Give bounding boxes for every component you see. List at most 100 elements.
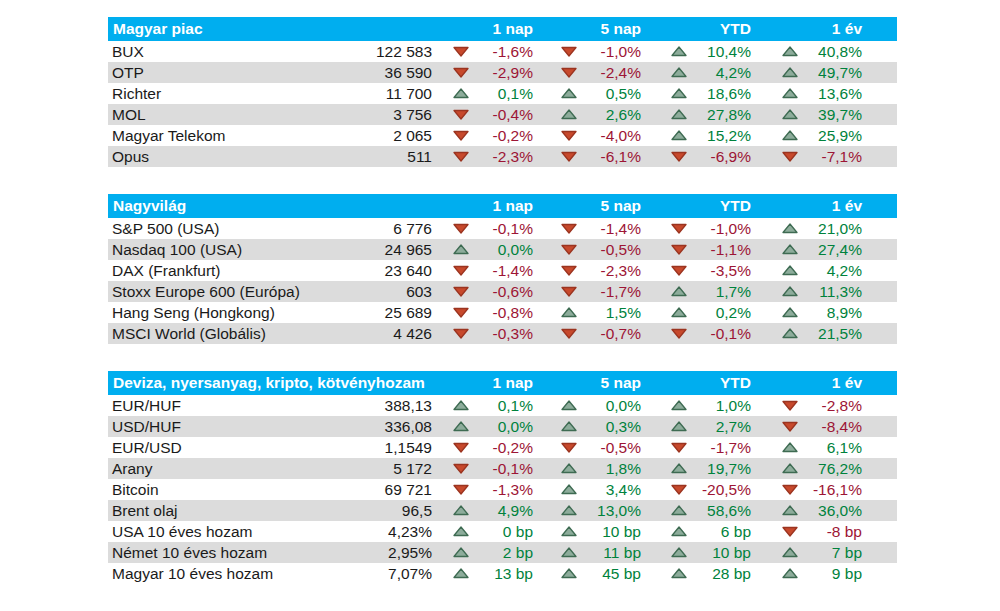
- change-value: 19,7%: [694, 460, 751, 478]
- table-row: Brent olaj96,54,9%13,0%58,6%36,0%: [108, 500, 897, 521]
- table-row: Opus511-2,3%-6,1%-6,9%-7,1%: [108, 146, 897, 167]
- table-row: Bitcoin69 721-1,3%3,4%-20,5%-16,1%: [108, 479, 897, 500]
- section-title: Nagyvilág: [108, 197, 432, 215]
- down-triangle-icon: [453, 67, 469, 78]
- change-value: 0,0%: [584, 397, 641, 415]
- up-triangle-icon: [782, 442, 798, 453]
- change-cell-3: 1,7%: [641, 283, 751, 301]
- change-cell-2: 0,0%: [533, 397, 641, 415]
- change-cell-2: -4,0%: [533, 127, 641, 145]
- change-cell-4: 4,2%: [751, 262, 862, 280]
- down-triangle-icon: [671, 151, 687, 162]
- table-row: MSCI World (Globális)4 426-0,3%-0,7%-0,1…: [108, 323, 897, 344]
- up-triangle-icon: [453, 505, 469, 516]
- change-value: 13,6%: [805, 85, 862, 103]
- change-value: -4,0%: [584, 127, 641, 145]
- instrument-value: 1,1549: [338, 439, 432, 457]
- change-cell-4: 39,7%: [751, 106, 862, 124]
- change-cell-3: 18,6%: [641, 85, 751, 103]
- table-row: S&P 500 (USA)6 776-0,1%-1,4%-1,0%21,0%: [108, 218, 897, 239]
- down-triangle-icon: [671, 484, 687, 495]
- change-cell-3: -20,5%: [641, 481, 751, 499]
- instrument-name: EUR/HUF: [108, 397, 338, 415]
- up-triangle-icon: [561, 421, 577, 432]
- change-cell-4: -8 bp: [751, 523, 862, 541]
- up-triangle-icon: [561, 484, 577, 495]
- instrument-name: MOL: [108, 106, 338, 124]
- up-triangle-icon: [782, 547, 798, 558]
- down-triangle-icon: [782, 526, 798, 537]
- change-value: 7 bp: [805, 544, 862, 562]
- change-cell-4: -2,8%: [751, 397, 862, 415]
- down-triangle-icon: [671, 244, 687, 255]
- column-header-2: 5 nap: [533, 197, 641, 215]
- change-cell-4: 76,2%: [751, 460, 862, 478]
- column-header-4: 1 év: [751, 374, 862, 392]
- up-triangle-icon: [782, 88, 798, 99]
- change-value: 21,5%: [805, 325, 862, 343]
- up-triangle-icon: [671, 46, 687, 57]
- change-cell-3: 15,2%: [641, 127, 751, 145]
- up-triangle-icon: [782, 265, 798, 276]
- up-triangle-icon: [453, 88, 469, 99]
- instrument-value: 96,5: [338, 502, 432, 520]
- down-triangle-icon: [782, 421, 798, 432]
- instrument-name: DAX (Frankfurt): [108, 262, 338, 280]
- change-cell-2: -1,0%: [533, 43, 641, 61]
- column-header-2: 5 nap: [533, 20, 641, 38]
- table-row: OTP36 590-2,9%-2,4%4,2%49,7%: [108, 62, 897, 83]
- down-triangle-icon: [561, 286, 577, 297]
- up-triangle-icon: [561, 463, 577, 474]
- change-value: 10,4%: [694, 43, 751, 61]
- table-section-1: Magyar piac1 nap5 napYTD1 évBUX122 583-1…: [108, 17, 897, 167]
- up-triangle-icon: [453, 526, 469, 537]
- down-triangle-icon: [561, 328, 577, 339]
- up-triangle-icon: [782, 67, 798, 78]
- instrument-name: USD/HUF: [108, 418, 338, 436]
- table-row: USD/HUF336,080,0%0,3%2,7%-8,4%: [108, 416, 897, 437]
- change-cell-3: -6,9%: [641, 148, 751, 166]
- change-value: -1,0%: [694, 220, 751, 238]
- change-cell-3: -1,7%: [641, 439, 751, 457]
- instrument-name: Brent olaj: [108, 502, 338, 520]
- up-triangle-icon: [782, 463, 798, 474]
- table-section-3: Deviza, nyersanyag, kripto, kötvényhozam…: [108, 371, 897, 584]
- change-value: -0,1%: [476, 220, 533, 238]
- down-triangle-icon: [561, 265, 577, 276]
- change-cell-2: -2,4%: [533, 64, 641, 82]
- change-value: -2,3%: [476, 148, 533, 166]
- change-value: -1,7%: [584, 283, 641, 301]
- change-cell-1: 0,1%: [432, 85, 533, 103]
- tables: Magyar piac1 nap5 napYTD1 évBUX122 583-1…: [108, 17, 897, 584]
- up-triangle-icon: [671, 526, 687, 537]
- instrument-value: 24 965: [338, 241, 432, 259]
- instrument-value: 25 689: [338, 304, 432, 322]
- change-cell-4: 6,1%: [751, 439, 862, 457]
- change-cell-4: 13,6%: [751, 85, 862, 103]
- change-cell-2: -6,1%: [533, 148, 641, 166]
- instrument-name: Német 10 éves hozam: [108, 544, 338, 562]
- change-value: -1,1%: [694, 241, 751, 259]
- table-row: Arany5 172-0,1%1,8%19,7%76,2%: [108, 458, 897, 479]
- instrument-value: 2,95%: [338, 544, 432, 562]
- change-value: -0,2%: [476, 127, 533, 145]
- table-row: EUR/USD1,1549-0,2%-0,5%-1,7%6,1%: [108, 437, 897, 458]
- change-cell-2: 2,6%: [533, 106, 641, 124]
- change-cell-3: -0,1%: [641, 325, 751, 343]
- change-value: -0,6%: [476, 283, 533, 301]
- change-cell-3: 10,4%: [641, 43, 751, 61]
- change-cell-2: -1,7%: [533, 283, 641, 301]
- change-cell-1: 0,0%: [432, 418, 533, 436]
- change-value: -6,1%: [584, 148, 641, 166]
- up-triangle-icon: [561, 307, 577, 318]
- up-triangle-icon: [671, 400, 687, 411]
- instrument-value: 6 776: [338, 220, 432, 238]
- instrument-name: BUX: [108, 43, 338, 61]
- change-value: -20,5%: [694, 481, 751, 499]
- up-triangle-icon: [561, 526, 577, 537]
- change-value: 1,5%: [584, 304, 641, 322]
- up-triangle-icon: [671, 547, 687, 558]
- instrument-value: 603: [338, 283, 432, 301]
- change-cell-4: 11,3%: [751, 283, 862, 301]
- change-value: 27,4%: [805, 241, 862, 259]
